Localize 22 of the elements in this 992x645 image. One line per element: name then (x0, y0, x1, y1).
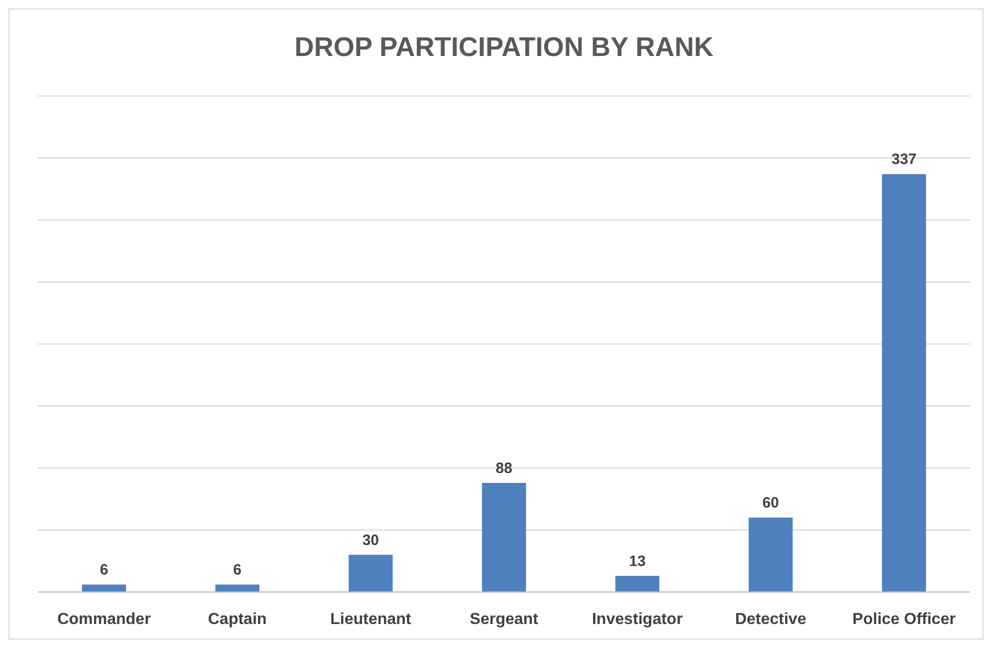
data-label: 13 (628, 552, 646, 570)
data-label: 60 (762, 494, 780, 512)
x-tick-label: Lieutenant (330, 611, 412, 628)
bar (882, 174, 926, 592)
x-tick-label: Commander (57, 611, 151, 628)
data-label: 88 (496, 460, 512, 477)
bar (748, 518, 793, 592)
x-tick-label: Detective (735, 611, 806, 628)
x-tick-label: Investigator (592, 611, 683, 628)
data-label: 337 (891, 151, 917, 168)
bar (215, 584, 260, 592)
data-label: 6 (100, 562, 108, 579)
bar (615, 576, 660, 592)
x-tick-label: Sergeant (470, 611, 539, 628)
bar (348, 554, 393, 592)
x-tick-label: Captain (208, 611, 267, 628)
bar (82, 584, 126, 592)
x-tick-label: Police Officer (852, 611, 956, 628)
bar (482, 482, 526, 592)
chart-title: DROP PARTICIPATION BY RANK (294, 32, 714, 62)
data-label: 6 (233, 562, 242, 579)
data-label: 30 (362, 532, 380, 549)
